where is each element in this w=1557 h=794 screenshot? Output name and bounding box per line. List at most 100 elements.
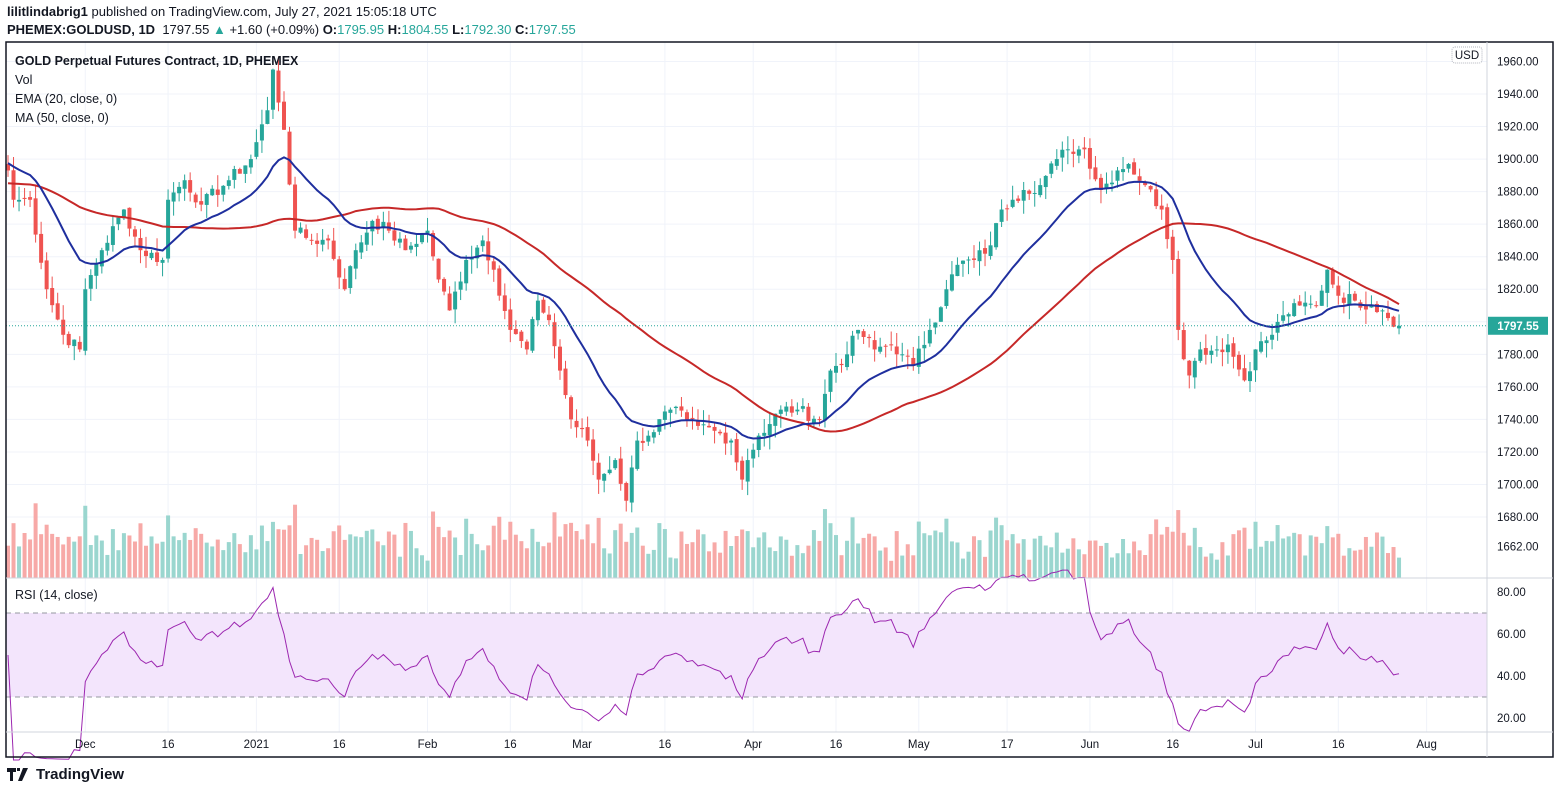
volume-bar [315,539,320,578]
volume-bar [226,542,231,578]
volume-bar [696,529,700,578]
volume-bar [121,533,126,578]
candle [535,300,540,321]
volume-bar [1082,554,1087,578]
volume-bar [453,537,458,578]
close-value: 1797.55 [528,22,576,37]
rsi-tick-label: 40.00 [1497,671,1526,683]
candle [1209,350,1214,355]
volume-bar [497,516,502,578]
candle [778,409,783,414]
candle [508,309,513,330]
candle [673,406,678,409]
candle [580,427,585,430]
candle [1231,343,1236,357]
candle [1121,169,1126,173]
volume-bar [1297,534,1302,578]
candle [1259,341,1264,352]
volume-bar [955,542,960,578]
volume-bar [39,534,44,578]
candle [149,252,154,259]
candle [55,303,60,320]
volume-bar [535,541,540,578]
volume-bar [22,533,27,578]
price-tick-label: 1700.00 [1497,479,1539,491]
candle [1071,151,1076,154]
volume-bar [1143,555,1148,578]
candle [282,101,286,130]
volume-bar [563,524,568,578]
volume-bar [1308,535,1313,578]
candle [1049,163,1054,174]
price-tick-label: 1820.00 [1497,284,1539,296]
volume-bar [1021,539,1026,578]
legend-ma[interactable]: MA (50, close, 0) [15,111,109,125]
legend-rsi[interactable]: RSI (14, close) [15,588,98,602]
candle [1314,305,1319,307]
volume-bar [762,532,767,578]
candle [486,241,491,261]
volume-bar [403,522,408,578]
volume-bar [784,539,789,578]
candle [1352,293,1357,301]
currency-button[interactable] [1451,46,1483,64]
candle [1319,290,1324,306]
legend-vol[interactable]: Vol [15,73,33,87]
candle [795,409,800,412]
author[interactable]: lilitlindabrig1 [7,4,88,19]
tradingview-logo[interactable]: TradingView [7,766,124,783]
candle [1341,297,1346,303]
price-tick-label: 1840.00 [1497,252,1539,264]
volume-bar [1104,542,1109,578]
candle [1281,315,1286,321]
candle [789,406,794,413]
candle [834,365,838,373]
candle [237,169,242,174]
candle [1292,303,1297,317]
volume-bar [1054,532,1059,578]
volume-bar [1319,543,1324,578]
volume-bar [1259,546,1264,578]
volume-bar [1292,532,1297,578]
candle [287,131,292,185]
volume-bar [1198,547,1203,578]
candle [475,247,480,259]
volume-bar [88,545,93,578]
currency-label[interactable]: USD [1455,50,1479,62]
candle [502,295,507,311]
candle [977,250,982,262]
candle [348,266,353,288]
candle [1104,183,1109,188]
candle [1115,170,1120,181]
candle [640,440,645,443]
candle [1065,149,1070,151]
candle [1181,330,1186,360]
candle [729,440,734,443]
volume-bar [960,558,965,578]
legend-ema[interactable]: EMA (20, close, 0) [15,92,118,106]
volume-bar [282,529,286,578]
candle [723,432,728,444]
volume-bar [834,535,838,578]
candle [618,458,623,484]
candle [215,189,220,195]
volume-bar [304,545,309,578]
volume-bar [149,536,154,578]
candle [331,240,336,259]
candle [204,194,209,205]
volume-bar [77,536,82,578]
volume-bar [237,544,242,578]
candle [988,245,993,257]
candle [701,424,706,426]
volume-bar [1281,538,1286,578]
volume-bar [729,545,734,578]
candle [1148,186,1153,190]
symbol-info: PHEMEX:GOLDUSD, 1D 1797.55 ▲ +1.60 (+0.0… [7,22,576,37]
candle [226,180,231,186]
candle [375,218,380,230]
volume-bar [767,547,772,578]
volume-bar [72,541,77,578]
volume-bar [1374,532,1379,578]
volume-bar [491,525,496,578]
